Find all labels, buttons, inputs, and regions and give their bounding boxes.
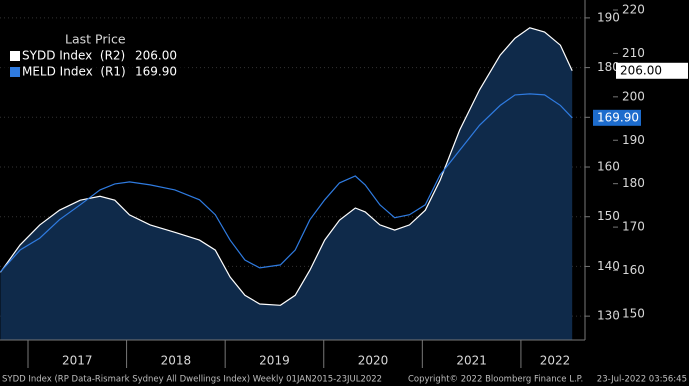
x-tick-label: 2019	[259, 354, 290, 368]
legend-label: MELD Index (R1)	[22, 65, 126, 79]
y2-tick-label: 160	[622, 263, 645, 277]
y2-tick-label: 210	[622, 46, 645, 60]
y-tick-label: 130	[597, 309, 620, 323]
legend-swatch	[10, 51, 20, 61]
footer-timestamp: 23-Jul-2022 03:56:45	[597, 375, 687, 385]
y2-tick-label: 150	[622, 306, 645, 320]
x-tick-label: 2018	[161, 354, 192, 368]
y-tick-label: 190	[597, 10, 620, 24]
x-tick-label: 2022	[540, 354, 571, 368]
y2-tick-label: 180	[622, 176, 645, 190]
y2-tick-label: 190	[622, 133, 645, 147]
x-tick-label: 2017	[62, 354, 93, 368]
footer-source: SYDD Index (RP Data-Rismark Sydney All D…	[2, 375, 382, 385]
line	[0, 93, 573, 273]
y-tick-label: 180	[597, 60, 620, 74]
area	[0, 27, 573, 341]
x-tick-label: 2020	[358, 354, 389, 368]
y2-tick-label: 170	[622, 220, 645, 234]
line	[0, 27, 573, 306]
last-value-label: 206.00	[620, 63, 662, 77]
footer-copyright: Copyright© 2022 Bloomberg Finance L.P.	[408, 375, 583, 385]
x-tick-label: 2021	[456, 354, 487, 368]
plot-area	[0, 17, 585, 341]
legend-value: 169.90	[135, 65, 177, 79]
legend-value: 206.00	[135, 49, 177, 63]
y-tick-label: 160	[597, 160, 620, 174]
legend-title: Last Price	[65, 32, 126, 47]
legend-box	[4, 30, 186, 84]
y2-tick-label: 220	[622, 2, 645, 16]
legend-label: SYDD Index (R2)	[22, 49, 125, 63]
y-tick-label: 140	[597, 259, 620, 273]
y2-tick-label: 200	[622, 89, 645, 103]
legend-swatch	[10, 67, 20, 77]
y-tick-label: 150	[597, 209, 620, 223]
last-value-tag	[616, 62, 688, 79]
last-value-tag	[593, 109, 641, 126]
last-value-label: 169.90	[597, 110, 639, 124]
